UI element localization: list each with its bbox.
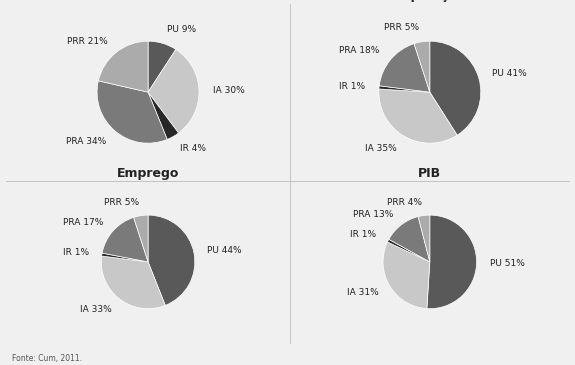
Text: IR 1%: IR 1% [63,248,89,257]
Text: IA 35%: IA 35% [365,144,397,153]
Wedge shape [98,41,148,92]
Wedge shape [430,41,481,135]
Text: IA 30%: IA 30% [213,85,245,95]
Wedge shape [133,215,148,262]
Wedge shape [414,41,430,92]
Wedge shape [148,49,199,133]
Text: PRA 17%: PRA 17% [63,218,104,227]
Text: PU 9%: PU 9% [167,25,196,34]
Title: População: População [394,0,466,3]
Text: PRA 34%: PRA 34% [66,137,106,146]
Text: IA 31%: IA 31% [347,288,378,297]
Wedge shape [383,242,430,308]
Wedge shape [101,256,165,309]
Text: IR 4%: IR 4% [180,145,206,153]
Title: Emprego: Emprego [117,166,179,180]
Text: IR 1%: IR 1% [339,81,365,91]
Wedge shape [102,253,148,262]
Title: Área: Área [132,0,164,3]
Wedge shape [389,216,430,262]
Wedge shape [388,239,430,262]
Wedge shape [379,89,457,143]
Text: PU 51%: PU 51% [489,259,524,268]
Text: PU 44%: PU 44% [207,246,242,255]
Wedge shape [97,81,167,143]
Text: Fonte: Cum, 2011.: Fonte: Cum, 2011. [12,354,82,363]
Wedge shape [148,215,195,306]
Wedge shape [427,215,477,309]
Text: PRA 13%: PRA 13% [353,210,393,219]
Wedge shape [418,215,430,262]
Text: PRR 4%: PRR 4% [388,198,422,207]
Text: PRR 5%: PRR 5% [385,23,420,32]
Wedge shape [148,41,176,92]
Text: IA 33%: IA 33% [80,305,112,314]
Text: PRR 21%: PRR 21% [67,37,108,46]
Wedge shape [148,92,179,139]
Wedge shape [379,86,430,92]
Text: IR 1%: IR 1% [350,230,377,239]
Text: PRA 18%: PRA 18% [339,46,380,55]
Title: PIB: PIB [418,166,442,180]
Wedge shape [380,44,430,92]
Wedge shape [102,218,148,262]
Text: PRR 5%: PRR 5% [104,198,139,207]
Text: PU 41%: PU 41% [492,69,527,78]
